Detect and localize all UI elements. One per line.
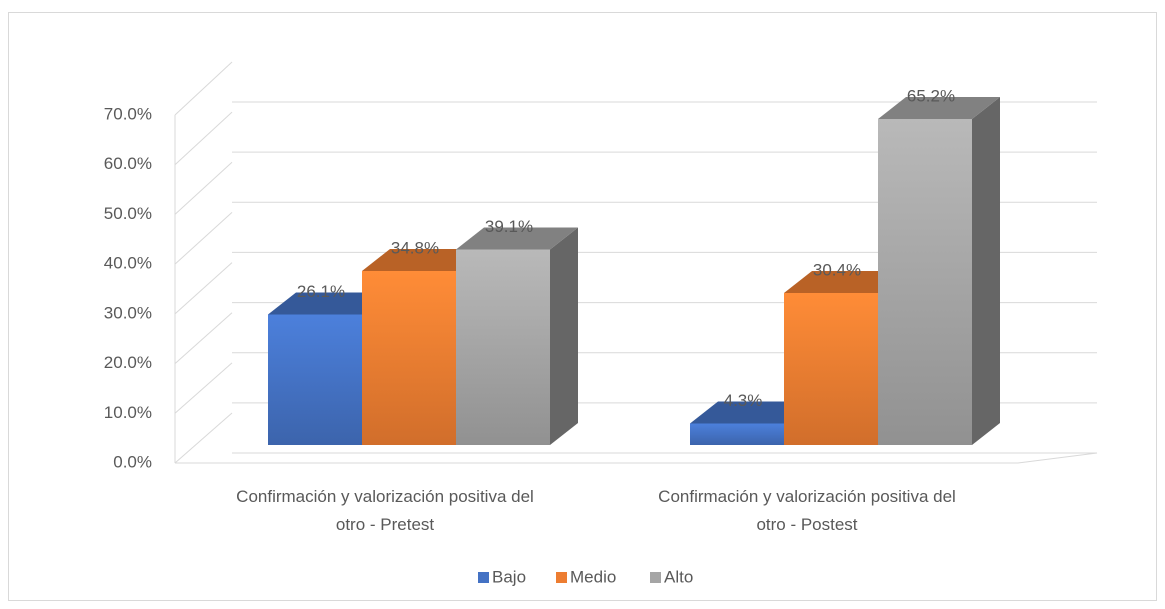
data-label: 30.4% <box>813 260 861 279</box>
bar-top <box>784 271 906 293</box>
bar <box>784 293 878 445</box>
bar <box>268 314 362 445</box>
data-label: 26.1% <box>297 282 345 301</box>
data-label: 4.3% <box>724 391 763 410</box>
y-tick-label: 20.0% <box>104 353 152 372</box>
bar-top <box>362 249 484 271</box>
grid-line-side <box>174 161 233 215</box>
legend-label: Medio <box>570 567 616 586</box>
floor-right <box>1017 452 1098 464</box>
bar-top <box>268 292 390 315</box>
bar <box>362 271 456 445</box>
grid-line-side <box>174 61 233 116</box>
data-label: 39.1% <box>485 217 533 236</box>
x-tick-label: Confirmación y valorización positiva del… <box>658 487 956 534</box>
bar-top <box>456 227 578 250</box>
grid-line-side <box>174 412 233 464</box>
legend-swatch <box>478 572 489 583</box>
y-tick-label: 60.0% <box>104 154 152 173</box>
y-tick-label: 30.0% <box>104 303 152 322</box>
legend-label: Bajo <box>492 567 526 586</box>
legend-label: Alto <box>664 567 693 586</box>
grid-line-side <box>174 262 233 315</box>
bar-side <box>972 97 1000 445</box>
grid-line-side <box>174 312 233 364</box>
grid-line-side <box>174 362 233 414</box>
bar <box>690 423 784 445</box>
grid-line-side <box>174 111 233 166</box>
y-tick-label: 10.0% <box>104 403 152 422</box>
grid-line-side <box>174 212 233 265</box>
legend-swatch <box>556 572 567 583</box>
bar-side <box>550 227 578 445</box>
y-tick-label: 40.0% <box>104 254 152 273</box>
bar-top <box>878 97 1000 119</box>
y-tick-label: 50.0% <box>104 204 152 223</box>
y-tick-label: 70.0% <box>104 104 152 123</box>
bar <box>456 249 550 445</box>
data-label: 65.2% <box>907 86 955 105</box>
bar-top <box>690 401 812 424</box>
data-label: 34.8% <box>391 238 439 257</box>
bar <box>878 119 972 445</box>
y-tick-label: 0.0% <box>113 452 152 471</box>
legend-swatch <box>650 572 661 583</box>
x-tick-label: Confirmación y valorización positiva del… <box>236 487 534 534</box>
